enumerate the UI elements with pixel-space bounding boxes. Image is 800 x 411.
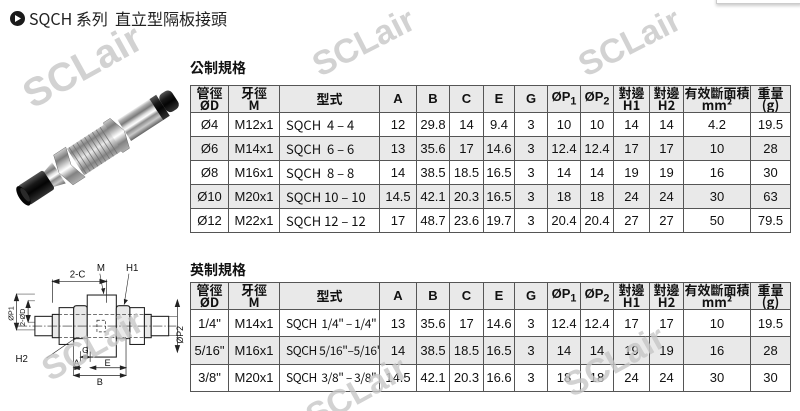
svg-text:G: G [82,346,88,355]
svg-text:B: B [97,377,103,387]
svg-text:2-C: 2-C [70,270,86,281]
svg-text:ØP2: ØP2 [175,326,185,344]
svg-text:H1: H1 [126,263,138,274]
svg-text:M: M [97,263,105,274]
svg-text:ØP1: ØP1 [7,306,16,321]
svg-text:H2: H2 [16,354,28,365]
svg-text:2-ØD: 2-ØD [18,309,27,326]
svg-text:A: A [74,358,81,368]
svg-text:E: E [105,358,111,368]
